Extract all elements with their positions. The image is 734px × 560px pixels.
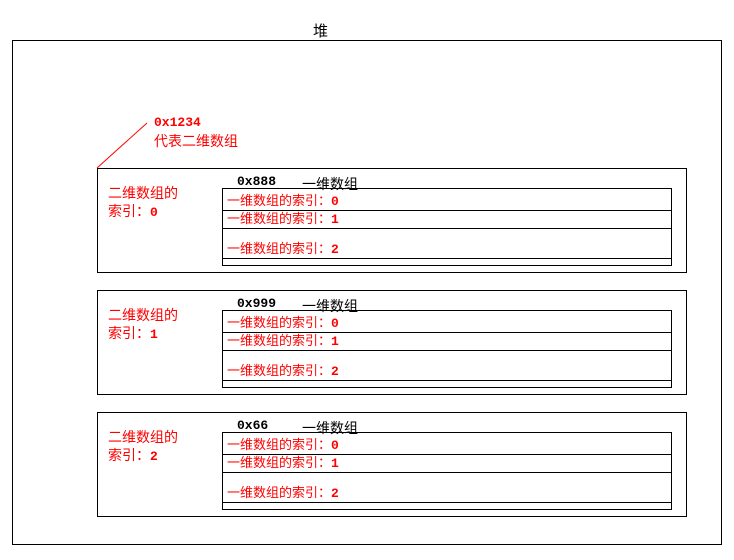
row-outer-index-value: 2 bbox=[150, 449, 158, 464]
inner-cell: 一维数组的索引：1 bbox=[223, 211, 671, 229]
row-outer-index-label: 二维数组的 索引：1 bbox=[108, 308, 178, 344]
inner-cell-value: 0 bbox=[331, 194, 339, 209]
inner-cell: 一维数组的索引：0 bbox=[223, 437, 671, 455]
inner-cell: 一维数组的索引：1 bbox=[223, 333, 671, 351]
inner-cell-value: 2 bbox=[331, 486, 339, 501]
inner-cell-value: 1 bbox=[331, 456, 339, 471]
inner-cell: 一维数组的索引：2 bbox=[223, 485, 671, 503]
inner-cell-label: 一维数组的索引： bbox=[227, 241, 331, 256]
inner-cell-label: 一维数组的索引： bbox=[227, 485, 331, 500]
inner-cell: 一维数组的索引：1 bbox=[223, 455, 671, 473]
inner-cell-label: 一维数组的索引： bbox=[227, 315, 331, 330]
inner-cell-value: 2 bbox=[331, 364, 339, 379]
inner-address: 0x66 bbox=[237, 418, 268, 433]
inner-cell-value: 1 bbox=[331, 212, 339, 227]
inner-cell-label: 一维数组的索引： bbox=[227, 363, 331, 378]
inner-box: 一维数组的索引：0一维数组的索引：1一维数组的索引：2 bbox=[222, 188, 672, 266]
inner-cell-value: 0 bbox=[331, 438, 339, 453]
row-outer-index-label: 二维数组的 索引：0 bbox=[108, 186, 178, 222]
row-outer-index-label: 二维数组的 索引：2 bbox=[108, 430, 178, 466]
inner-address: 0x999 bbox=[237, 296, 276, 311]
heap-desc: 代表二维数组 bbox=[154, 131, 238, 151]
inner-box: 一维数组的索引：0一维数组的索引：1一维数组的索引：2 bbox=[222, 310, 672, 388]
row-outer-index-value: 1 bbox=[150, 327, 158, 342]
row-outer-index-value: 0 bbox=[150, 205, 158, 220]
inner-cell: 一维数组的索引：2 bbox=[223, 363, 671, 381]
inner-cell: 一维数组的索引：2 bbox=[223, 241, 671, 259]
inner-cell-label: 一维数组的索引： bbox=[227, 437, 331, 452]
inner-cell-value: 2 bbox=[331, 242, 339, 257]
inner-cell-label: 一维数组的索引： bbox=[227, 211, 331, 226]
inner-cell-value: 0 bbox=[331, 316, 339, 331]
inner-cell: 一维数组的索引：0 bbox=[223, 193, 671, 211]
inner-cell: 一维数组的索引：0 bbox=[223, 315, 671, 333]
inner-cell-label: 一维数组的索引： bbox=[227, 193, 331, 208]
heap-address: 0x1234 bbox=[154, 115, 201, 130]
inner-cell-label: 一维数组的索引： bbox=[227, 455, 331, 470]
inner-address: 0x888 bbox=[237, 174, 276, 189]
inner-box: 一维数组的索引：0一维数组的索引：1一维数组的索引：2 bbox=[222, 432, 672, 510]
inner-cell-label: 一维数组的索引： bbox=[227, 333, 331, 348]
heap-title: 堆 bbox=[313, 20, 328, 41]
inner-cell-value: 1 bbox=[331, 334, 339, 349]
